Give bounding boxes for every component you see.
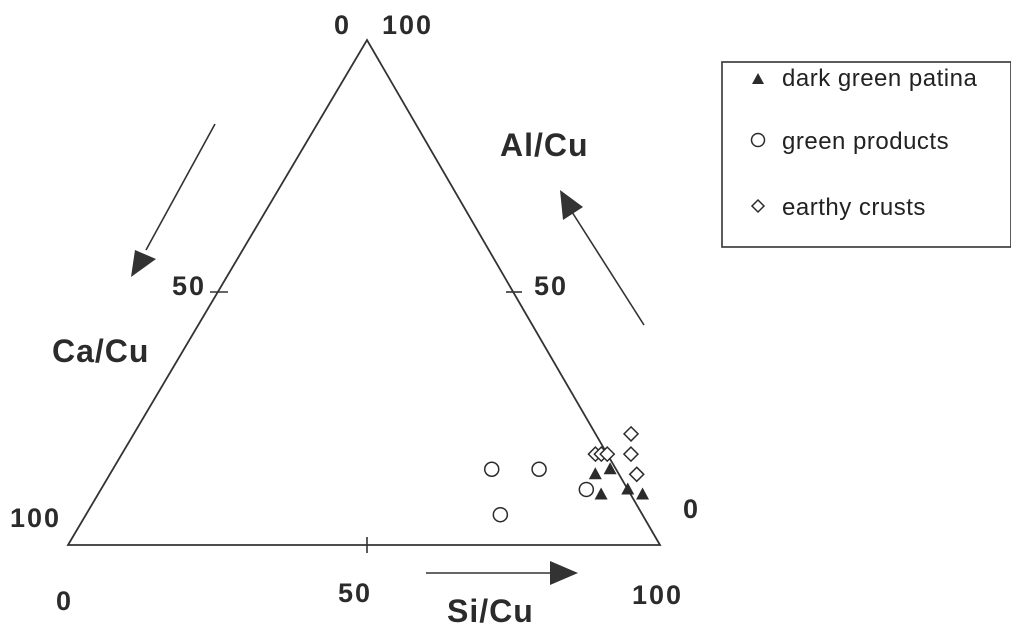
ca-tick-0: 0 [334, 10, 351, 40]
data-point-dark-green-patina-2 [594, 487, 608, 500]
data-point-green-products-0 [483, 461, 500, 477]
al-axis-title: Al/Cu [500, 127, 589, 163]
data-point-earthy-crusts-5 [628, 466, 645, 483]
data-point-dark-green-patina-1 [603, 462, 617, 475]
ca-tick-50: 50 [172, 271, 206, 301]
legend-label-dark-green-patina: dark green patina [782, 65, 977, 92]
data-point-green-products-2 [492, 506, 509, 523]
legend-triangle-marker [752, 73, 764, 84]
data-point-dark-green-patina-0 [588, 467, 602, 480]
data-point-dark-green-patina-4 [636, 487, 650, 500]
ca-axis-title: Ca/Cu [52, 333, 149, 369]
al-direction-arrow [560, 190, 645, 326]
ca-direction-arrow [131, 123, 216, 277]
legend-box [721, 61, 1011, 248]
legend: dark green patina green products earthy … [721, 61, 1011, 248]
data-points [483, 425, 650, 523]
si-tick-100: 100 [632, 580, 683, 610]
legend-label-green-products: green products [782, 128, 949, 155]
triangle-frame [66, 38, 662, 546]
data-point-dark-green-patina-3 [621, 482, 635, 495]
data-point-earthy-crusts-2 [599, 446, 616, 463]
al-tick-0: 0 [683, 494, 700, 524]
si-tick-0: 0 [56, 586, 73, 616]
si-direction-arrow [426, 561, 578, 585]
legend-label-earthy-crusts: earthy crusts [782, 194, 926, 221]
data-point-earthy-crusts-3 [622, 425, 640, 442]
data-point-earthy-crusts-4 [622, 446, 640, 463]
al-tick-50: 50 [534, 271, 568, 301]
data-point-green-products-1 [531, 461, 547, 477]
data-point-green-products-3 [578, 481, 595, 498]
si-tick-50: 50 [338, 578, 372, 608]
si-axis-title: Si/Cu [447, 593, 534, 629]
legend-circle-marker [750, 132, 766, 148]
ca-tick-100: 100 [10, 503, 61, 533]
legend-diamond-marker [750, 198, 766, 214]
al-tick-100: 100 [382, 10, 433, 40]
